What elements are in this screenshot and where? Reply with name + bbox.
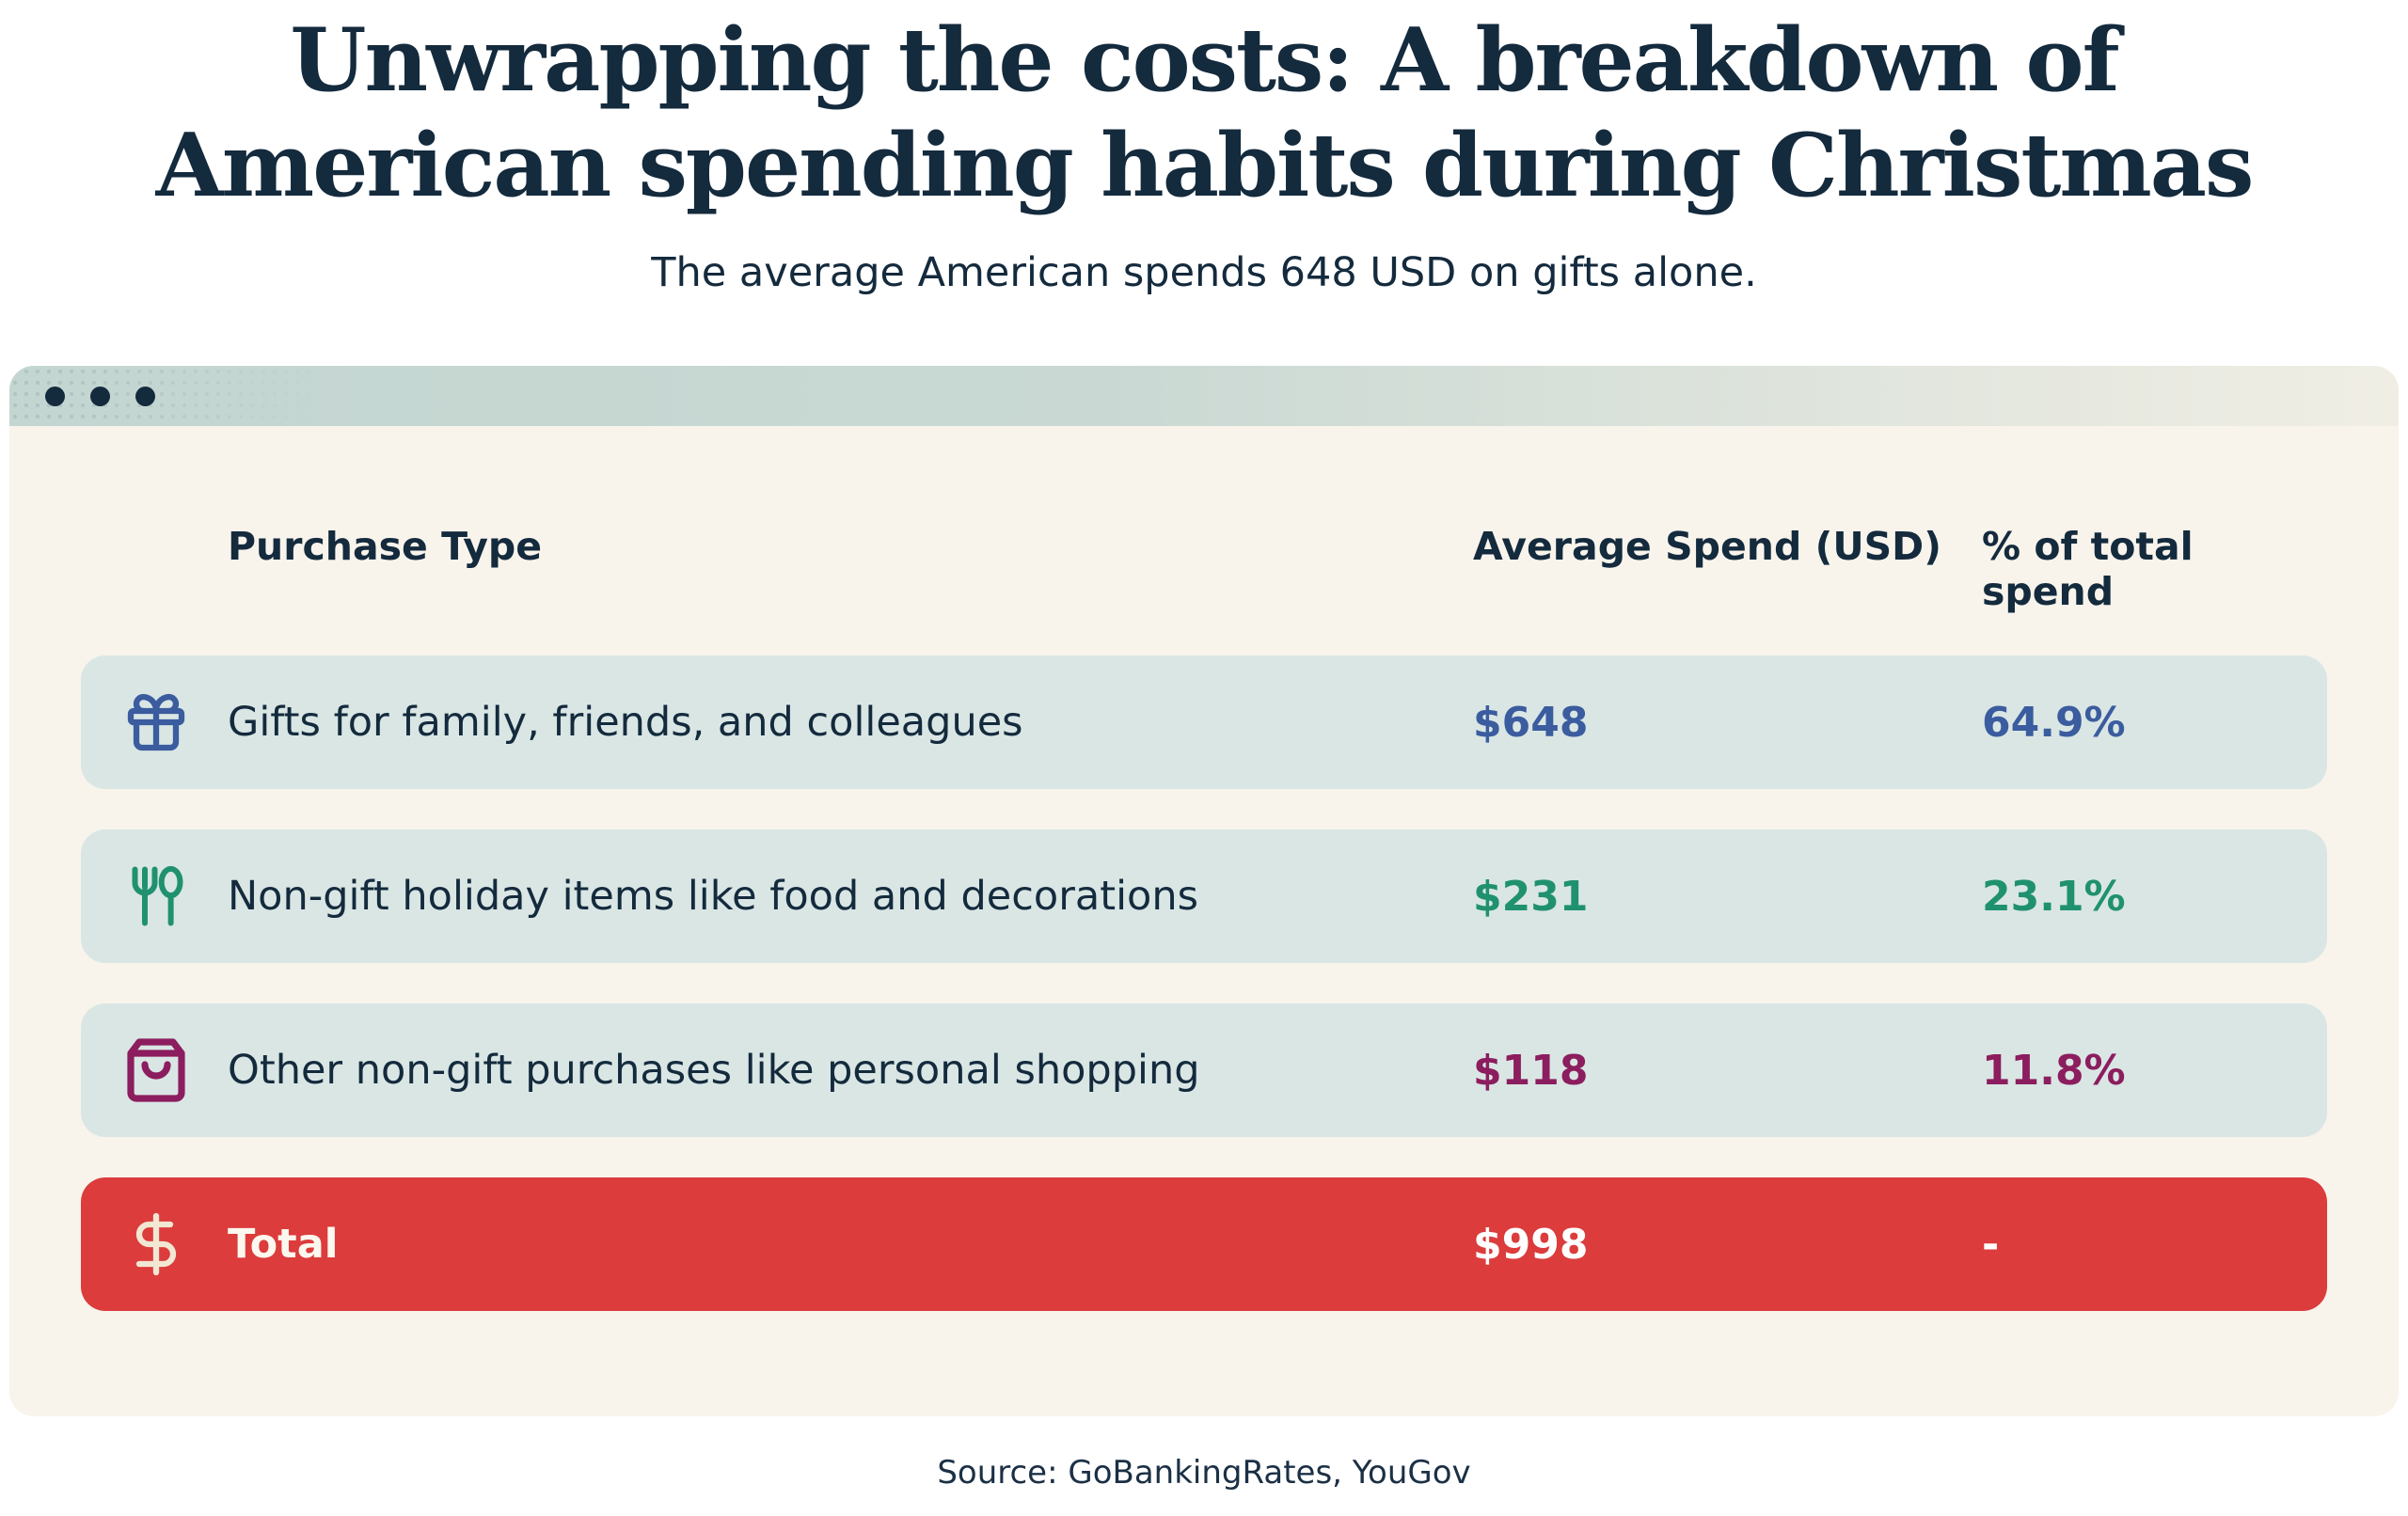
page-subtitle: The average American spends 648 USD on g… xyxy=(651,249,1757,297)
window-titlebar xyxy=(9,366,2399,427)
source-note: Source: GoBankingRates, YouGov xyxy=(937,1454,1471,1492)
spending-table: Purchase Type Average Spend (USD) % of t… xyxy=(9,426,2399,1416)
row-average-spend: $231 xyxy=(1473,872,1589,921)
row-label: Other non-gift purchases like personal s… xyxy=(228,1047,1200,1095)
row-percent: 11.8% xyxy=(1982,1046,2126,1095)
total-average-spend: $998 xyxy=(1473,1220,1589,1269)
window-dot-icon xyxy=(135,386,155,406)
table-rows: Gifts for family, friends, and colleague… xyxy=(81,655,2327,1312)
row-percent: 64.9% xyxy=(1982,698,2126,747)
column-header-purchase-type: Purchase Type xyxy=(228,524,543,570)
total-label: Total xyxy=(228,1221,339,1269)
total-percent: - xyxy=(1982,1220,2000,1269)
row-average-spend: $118 xyxy=(1473,1046,1589,1095)
dollar-sign-icon xyxy=(122,1210,190,1278)
table-row-other-purchases: Other non-gift purchases like personal s… xyxy=(81,1003,2327,1138)
utensils-icon xyxy=(122,862,190,930)
table-row-total: Total $998 - xyxy=(81,1177,2327,1312)
column-header-average-spend: Average Spend (USD) xyxy=(1473,524,1941,570)
page-title: Unwrapping the costs: A breakdown of Ame… xyxy=(155,8,2255,216)
table-row-gifts: Gifts for family, friends, and colleague… xyxy=(81,655,2327,790)
table-row-nongift-holiday: Non-gift holiday items like food and dec… xyxy=(81,829,2327,964)
window-dot-icon xyxy=(90,386,110,406)
shopping-bag-icon xyxy=(122,1036,190,1104)
row-label: Gifts for family, friends, and colleague… xyxy=(228,699,1023,747)
gift-icon xyxy=(122,688,190,756)
browser-card: Purchase Type Average Spend (USD) % of t… xyxy=(9,366,2399,1417)
table-header-row: Purchase Type Average Spend (USD) % of t… xyxy=(81,426,2327,614)
row-average-spend: $648 xyxy=(1473,698,1589,747)
column-header-percent-total: % of total spend xyxy=(1982,524,2194,615)
window-dot-icon xyxy=(45,386,65,406)
row-percent: 23.1% xyxy=(1982,872,2126,921)
row-label: Non-gift holiday items like food and dec… xyxy=(228,873,1198,921)
